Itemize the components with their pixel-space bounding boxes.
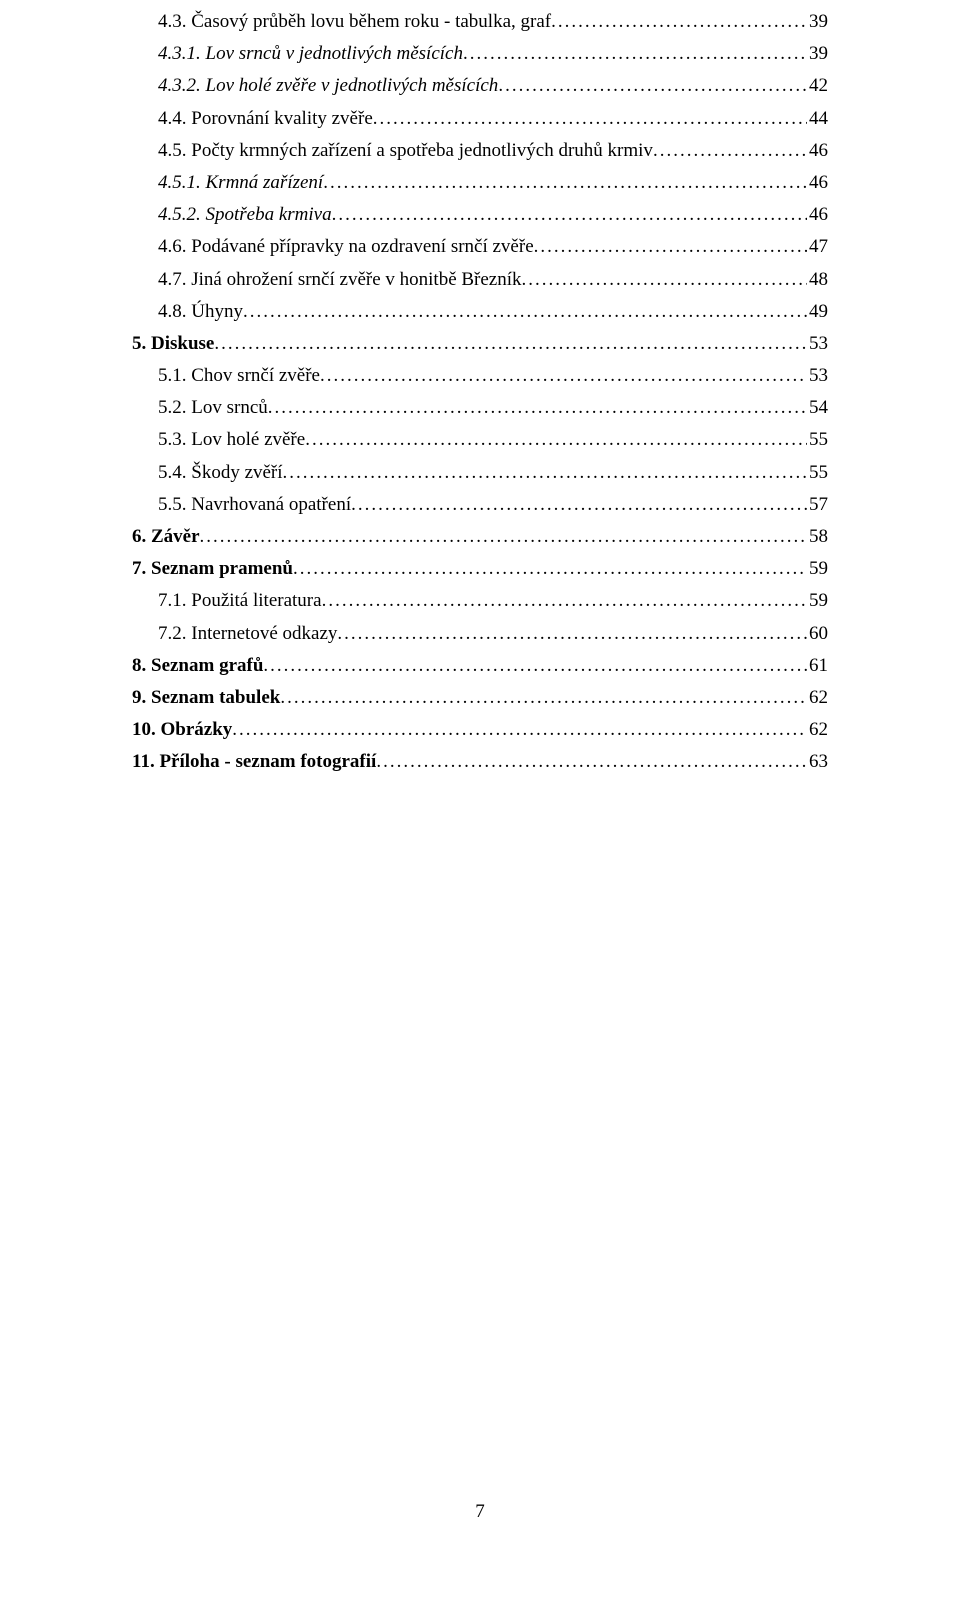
toc-leader-dots: [243, 302, 807, 321]
toc-entry-label: 8. Seznam grafů: [132, 656, 263, 675]
toc-entry-page: 46: [807, 173, 828, 192]
toc-entry-page: 62: [807, 688, 828, 707]
toc-leader-dots: [280, 688, 807, 707]
toc-entry: 4.6. Podávané přípravky na ozdravení srn…: [132, 237, 828, 256]
toc-entry-label: 4.4. Porovnání kvality zvěře: [158, 109, 373, 128]
toc-entry: 5.1. Chov srnčí zvěře 53: [132, 366, 828, 385]
toc-entry-label: 6. Závěr: [132, 527, 200, 546]
toc-entry: 7.2. Internetové odkazy 60: [132, 624, 828, 643]
toc-leader-dots: [232, 720, 807, 739]
toc-leader-dots: [293, 559, 807, 578]
toc-entry-label: 9. Seznam tabulek: [132, 688, 280, 707]
toc-leader-dots: [373, 109, 807, 128]
toc-entry-label: 4.7. Jiná ohrožení srnčí zvěře v honitbě…: [158, 270, 522, 289]
toc-entry: 4.4. Porovnání kvality zvěře 44: [132, 109, 828, 128]
toc-entry-page: 63: [807, 752, 828, 771]
toc-entry-page: 49: [807, 302, 828, 321]
toc-leader-dots: [551, 12, 807, 31]
toc-entry: 5. Diskuse 53: [132, 334, 828, 353]
toc-entry-label: 5.2. Lov srnců: [158, 398, 268, 417]
toc-leader-dots: [200, 527, 807, 546]
toc-entry: 4.5.2. Spotřeba krmiva 46: [132, 205, 828, 224]
toc-entry: 11. Příloha - seznam fotografií 63: [132, 752, 828, 771]
toc-entry-page: 46: [807, 141, 828, 160]
toc-entry: 4.3. Časový průběh lovu během roku - tab…: [132, 12, 828, 31]
toc-entry-page: 42: [807, 76, 828, 95]
toc-leader-dots: [283, 463, 807, 482]
toc-entry: 5.2. Lov srnců 54: [132, 398, 828, 417]
toc-entry-label: 4.5. Počty krmných zařízení a spotřeba j…: [158, 141, 653, 160]
toc-leader-dots: [305, 430, 807, 449]
toc-entry: 9. Seznam tabulek 62: [132, 688, 828, 707]
toc-entry-page: 44: [807, 109, 828, 128]
page: 4.3. Časový průběh lovu během roku - tab…: [0, 0, 960, 1617]
toc-entry: 10. Obrázky 62: [132, 720, 828, 739]
toc-entry-label: 10. Obrázky: [132, 720, 232, 739]
toc-leader-dots: [498, 76, 807, 95]
toc-entry: 4.8. Úhyny 49: [132, 302, 828, 321]
toc-leader-dots: [322, 591, 807, 610]
toc-leader-dots: [463, 44, 807, 63]
toc-entry: 4.5. Počty krmných zařízení a spotřeba j…: [132, 141, 828, 160]
toc-entry-page: 53: [807, 366, 828, 385]
toc-leader-dots: [320, 366, 807, 385]
toc-entry-page: 62: [807, 720, 828, 739]
toc-entry-page: 59: [807, 559, 828, 578]
toc-entry-page: 39: [807, 12, 828, 31]
toc-leader-dots: [214, 334, 807, 353]
toc-entry: 7. Seznam pramenů 59: [132, 559, 828, 578]
toc-entry: 5.5. Navrhovaná opatření 57: [132, 495, 828, 514]
toc-entry-page: 46: [807, 205, 828, 224]
toc-entry-label: 4.6. Podávané přípravky na ozdravení srn…: [158, 237, 534, 256]
toc-entry-label: 7. Seznam pramenů: [132, 559, 293, 578]
toc-entry: 4.5.1. Krmná zařízení 46: [132, 173, 828, 192]
toc-entry-page: 48: [807, 270, 828, 289]
toc-leader-dots: [268, 398, 807, 417]
toc-entry-page: 55: [807, 463, 828, 482]
table-of-contents: 4.3. Časový průběh lovu během roku - tab…: [132, 12, 828, 771]
toc-leader-dots: [323, 173, 807, 192]
toc-entry-page: 47: [807, 237, 828, 256]
toc-leader-dots: [337, 624, 807, 643]
toc-entry-label: 5.5. Navrhovaná opatření: [158, 495, 351, 514]
toc-entry-label: 7.2. Internetové odkazy: [158, 624, 337, 643]
toc-entry-label: 4.5.1. Krmná zařízení: [158, 173, 323, 192]
toc-entry-label: 4.3.2. Lov holé zvěře v jednotlivých měs…: [158, 76, 498, 95]
toc-entry-page: 39: [807, 44, 828, 63]
toc-entry-page: 61: [807, 656, 828, 675]
toc-entry-page: 55: [807, 430, 828, 449]
toc-entry: 5.4. Škody zvěří 55: [132, 463, 828, 482]
toc-entry-label: 4.8. Úhyny: [158, 302, 243, 321]
toc-entry: 5.3. Lov holé zvěře 55: [132, 430, 828, 449]
toc-entry: 7.1. Použitá literatura 59: [132, 591, 828, 610]
toc-leader-dots: [522, 270, 807, 289]
toc-entry-page: 54: [807, 398, 828, 417]
toc-entry-label: 11. Příloha - seznam fotografií: [132, 752, 376, 771]
page-number: 7: [0, 1501, 960, 1523]
toc-entry: 4.3.1. Lov srnců v jednotlivých měsících…: [132, 44, 828, 63]
toc-entry-page: 60: [807, 624, 828, 643]
toc-entry-label: 4.3.1. Lov srnců v jednotlivých měsících: [158, 44, 463, 63]
toc-entry-page: 59: [807, 591, 828, 610]
toc-entry-label: 4.5.2. Spotřeba krmiva: [158, 205, 332, 224]
toc-leader-dots: [332, 205, 807, 224]
toc-entry-label: 5.3. Lov holé zvěře: [158, 430, 305, 449]
toc-entry: 8. Seznam grafů 61: [132, 656, 828, 675]
toc-entry-label: 5. Diskuse: [132, 334, 214, 353]
toc-entry: 4.7. Jiná ohrožení srnčí zvěře v honitbě…: [132, 270, 828, 289]
toc-entry-page: 57: [807, 495, 828, 514]
toc-entry: 4.3.2. Lov holé zvěře v jednotlivých měs…: [132, 76, 828, 95]
toc-entry-page: 58: [807, 527, 828, 546]
toc-entry-label: 7.1. Použitá literatura: [158, 591, 322, 610]
toc-leader-dots: [376, 752, 807, 771]
toc-leader-dots: [263, 656, 807, 675]
toc-entry-label: 5.1. Chov srnčí zvěře: [158, 366, 320, 385]
toc-entry-label: 5.4. Škody zvěří: [158, 463, 283, 482]
toc-entry: 6. Závěr 58: [132, 527, 828, 546]
toc-leader-dots: [351, 495, 807, 514]
toc-entry-label: 4.3. Časový průběh lovu během roku - tab…: [158, 12, 551, 31]
toc-leader-dots: [653, 141, 807, 160]
toc-leader-dots: [534, 237, 807, 256]
toc-entry-page: 53: [807, 334, 828, 353]
